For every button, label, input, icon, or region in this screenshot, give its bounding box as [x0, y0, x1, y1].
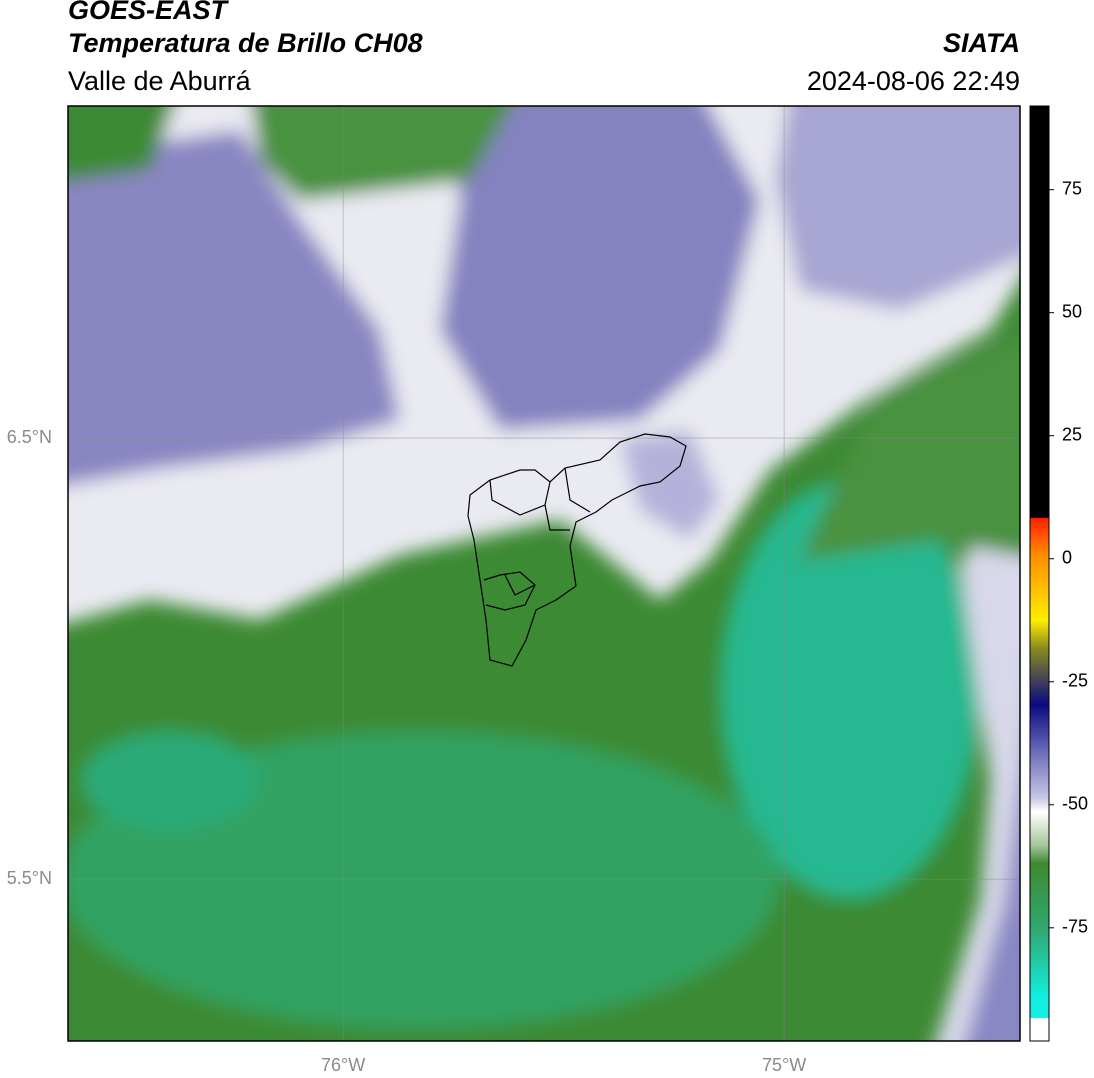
- colorbar-tick-label: -50: [1062, 794, 1088, 814]
- map-frame: [67, 105, 1021, 1042]
- subtitle: Temperatura de Brillo CH08: [68, 28, 423, 58]
- colorbar-tick-label: 50: [1062, 301, 1082, 321]
- colorbar-tick-label: -75: [1062, 917, 1088, 937]
- colorbar-tick-label: -25: [1062, 671, 1088, 691]
- source: SIATA: [943, 28, 1020, 58]
- graticule: [68, 106, 1020, 1041]
- satellite-image: [68, 106, 1020, 1041]
- colorbar-tick-label: 25: [1062, 424, 1082, 444]
- colorbar-tick-label: 75: [1062, 178, 1082, 198]
- timestamp: 2024-08-06 22:49: [807, 66, 1020, 96]
- title: GOES-EAST: [68, 0, 230, 25]
- lat-label: 5.5°N: [7, 868, 52, 888]
- colorbar: [1029, 105, 1050, 1042]
- lon-label: 76°W: [321, 1055, 365, 1075]
- region: Valle de Aburrá: [68, 66, 252, 96]
- colorbar-tick-label: 0: [1062, 547, 1072, 567]
- lat-label: 6.5°N: [7, 427, 52, 447]
- aburra-valley-outline: [467, 433, 687, 667]
- lon-label: 75°W: [762, 1055, 806, 1075]
